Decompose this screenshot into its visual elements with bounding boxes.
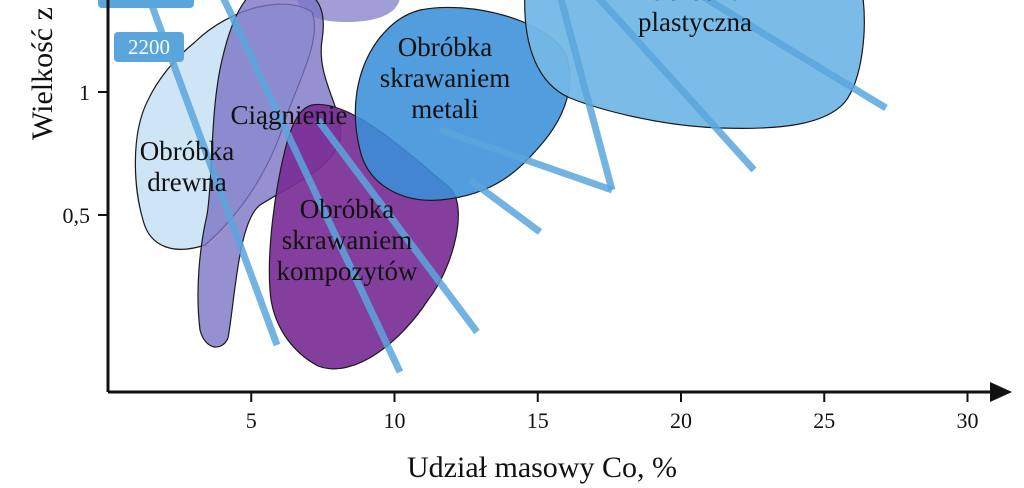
x-axis-title: Udział masowy Co, % (407, 451, 677, 484)
x-axis-arrow (990, 382, 1012, 402)
hardness-line-4 (557, 0, 616, 191)
ticks: 5 10 15 20 25 30 0,5 1 (63, 80, 979, 433)
hardness-line-7 (467, 177, 543, 235)
region-label-3-0: Obróbka (398, 32, 492, 62)
region-label-2-2: kompozytów (277, 256, 418, 286)
x-tick-label-5: 30 (957, 408, 979, 433)
hardness-line-5 (595, 0, 757, 173)
x-tick-label-1: 10 (384, 408, 406, 433)
region-label-4-0: Obróbka (648, 0, 742, 6)
region-1 (197, 0, 342, 348)
region-label-3-2: metali (411, 94, 478, 124)
x-tick-label-3: 20 (670, 408, 692, 433)
hardness-badge-label: 2200 (128, 35, 170, 59)
region-label-1-0: Ciągnienie (231, 100, 348, 130)
x-tick-label-2: 15 (527, 408, 549, 433)
x-tick-label-4: 25 (813, 408, 835, 433)
y-tick-label-1: 1 (79, 80, 90, 105)
region-label-3-1: skrawaniem (380, 63, 510, 93)
region-label-0-0: Obróbka (140, 136, 234, 166)
hardness-line-1 (220, 0, 404, 374)
hardness-badge (114, 32, 184, 62)
hardness-lines (146, 0, 888, 374)
region-label-2-1: skrawaniem (282, 225, 412, 255)
region-labels: ObróbkadrewnaCiągnienieObróbkaskrawaniem… (140, 0, 752, 286)
region-label-0-1: drewna (147, 167, 226, 197)
hardness-line-6 (701, 0, 888, 111)
badge-layer: 2200 (98, 0, 194, 62)
axes (106, 0, 1012, 402)
region-label-2-0: Obróbka (300, 194, 394, 224)
hardness-line-3 (438, 126, 614, 194)
y-axis-title: Wielkość z (26, 7, 59, 140)
hardness-line-2 (315, 117, 480, 335)
regions-layer (134, 0, 865, 370)
hardness-badge-top (98, 0, 194, 8)
y-tick-label-0: 0,5 (63, 203, 91, 228)
x-tick-label-0: 5 (246, 408, 257, 433)
region-label-4-1: plastyczna (638, 7, 752, 37)
